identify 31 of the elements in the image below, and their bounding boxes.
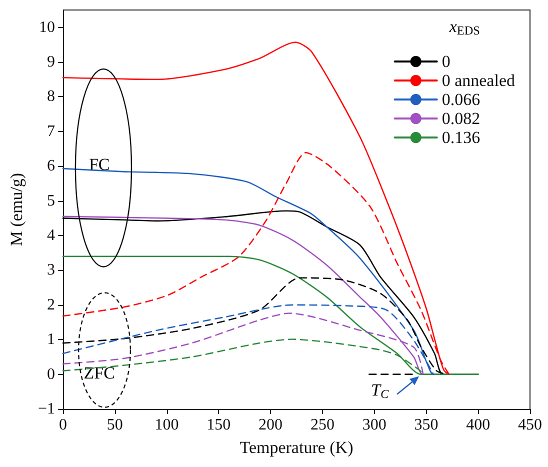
x-tick-label: 50 — [106, 416, 123, 434]
legend-label: 0 — [442, 52, 450, 71]
x-tick-label: 450 — [518, 416, 542, 434]
x-axis-title: Temperature (K) — [240, 438, 354, 457]
x-tick-label: 250 — [310, 416, 334, 434]
y-tick-label: 10 — [39, 18, 55, 36]
y-tick-label: 0 — [47, 366, 55, 383]
legend-label: 0.136 — [442, 128, 480, 147]
x-tick-label: 200 — [258, 416, 283, 434]
y-tick-label: 7 — [47, 122, 55, 140]
legend-label: 0.066 — [442, 90, 480, 109]
x-tick-label: 150 — [206, 416, 231, 434]
y-tick-label: 4 — [47, 227, 55, 244]
legend-label: 0 annealed — [442, 71, 516, 90]
y-tick-label: 5 — [47, 192, 55, 210]
legend-label: 0.082 — [442, 109, 480, 128]
y-tick-label: 3 — [47, 262, 55, 279]
y-tick-label: 1 — [47, 331, 55, 348]
y-tick-label: −1 — [38, 400, 55, 418]
x-tick-label: 100 — [154, 416, 179, 434]
y-tick-label: 2 — [47, 296, 55, 314]
y-tick-label: 6 — [47, 158, 55, 175]
annotation: FC — [88, 155, 110, 174]
x-tick-label: 350 — [414, 416, 438, 434]
x-tick-label: 300 — [362, 416, 386, 434]
y-tick-label: 9 — [47, 54, 55, 71]
y-axis-title: M (emu/g) — [7, 172, 26, 246]
y-tick-label: 8 — [47, 88, 55, 106]
x-tick-label: 0 — [59, 416, 67, 434]
x-tick-label: 400 — [466, 416, 490, 434]
annotation: ZFC — [84, 363, 115, 382]
